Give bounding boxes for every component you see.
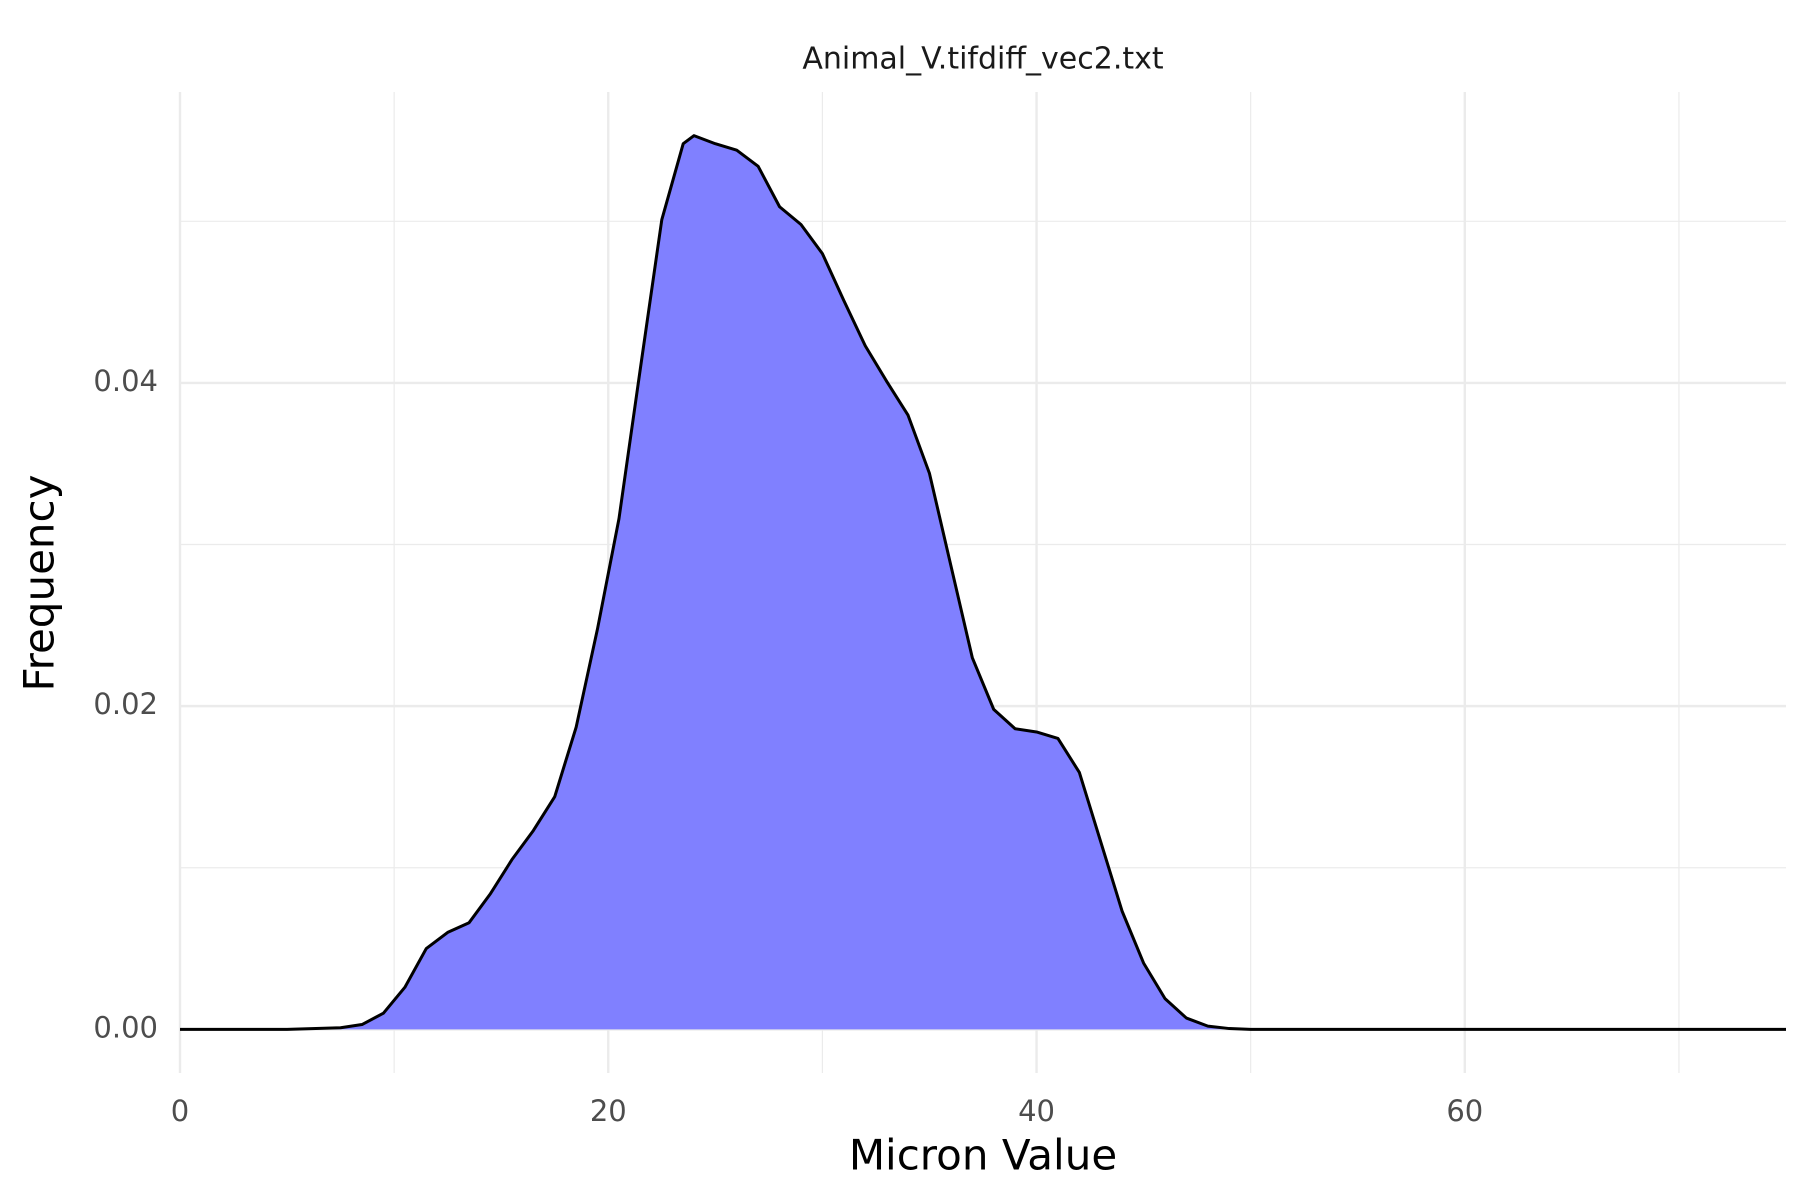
density-line	[180, 134, 1786, 1031]
x-tick-label: 20	[590, 1094, 627, 1128]
chart-title: Animal_V.tifdiff_vec2.txt	[802, 42, 1164, 77]
y-tick-label: 0.04	[93, 364, 158, 398]
y-axis-title: Frequency	[15, 475, 64, 692]
y-tick-label: 0.00	[93, 1010, 158, 1044]
x-axis-title: Micron Value	[849, 1131, 1117, 1180]
x-tick-label: 60	[1446, 1094, 1483, 1128]
y-tick-label: 0.02	[93, 687, 158, 721]
density-area	[180, 135, 1786, 1030]
x-tick-label: 0	[171, 1094, 189, 1128]
x-tick-label: 40	[1018, 1094, 1055, 1128]
